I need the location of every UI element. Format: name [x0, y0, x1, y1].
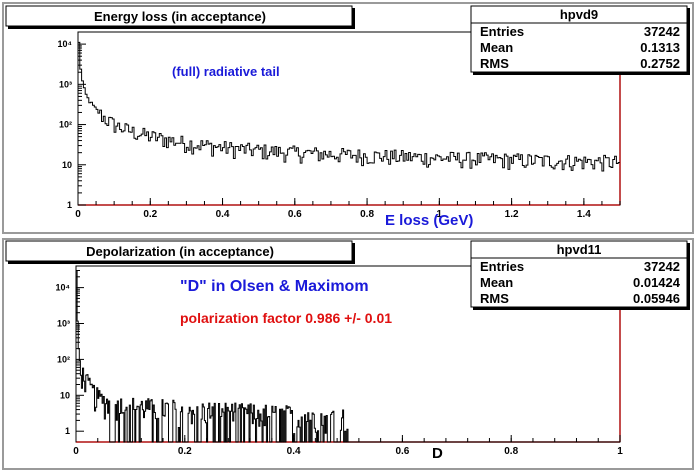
x-tick-label: 0.8 [504, 446, 518, 457]
y-tick-label: 1 [65, 426, 70, 436]
x-tick-label: 0 [73, 446, 79, 457]
stats-entries-label: Entries [480, 24, 524, 39]
stats-box: hpvd9 Entries 37242 Mean 0.1313 RMS 0.27… [470, 5, 690, 75]
y-tick-label: 10 [62, 160, 72, 170]
y-tick-label: 10³ [59, 79, 72, 89]
x-axis-label: D [432, 445, 443, 462]
x-axis-label: E loss (GeV) [385, 212, 473, 229]
stats-rms-label: RMS [480, 291, 509, 306]
depolarization-chart: Depolarization (in acceptance) 0 0.2 0.4 0.… [5, 240, 690, 462]
stats-name: hpvd9 [560, 7, 598, 22]
y-tick-label: 10⁴ [58, 39, 72, 49]
x-tick-label: 0.4 [216, 209, 230, 220]
chart-title: Energy loss (in acceptance) [94, 9, 266, 24]
title-box-shadow-bottom [8, 261, 355, 264]
olsen-maximom-annotation: "D" in Olsen & Maximom [180, 278, 369, 295]
radiative-tail-annotation: (full) radiative tail [172, 64, 280, 79]
stats-mean-label: Mean [480, 275, 513, 290]
stats-rms-label: RMS [480, 56, 509, 71]
title-box-shadow [352, 243, 355, 263]
x-tick-label: 0.2 [178, 446, 192, 457]
stats-entries-value: 37242 [644, 259, 680, 274]
polarization-factor-annotation: polarization factor 0.986 +/- 0.01 [180, 310, 392, 326]
y-tick-label: 1 [67, 200, 72, 210]
x-tick-label: 1 [617, 446, 623, 457]
title-box-shadow-bottom [8, 26, 355, 29]
stats-entries-label: Entries [480, 259, 524, 274]
depolarization-histogram [76, 270, 620, 443]
top-axes: 0 0.2 0.4 0.6 0.8 1 1.2 1.4 1 10 10² 10³ 10⁴ [58, 31, 621, 220]
x-tick-label: 1.4 [577, 209, 591, 220]
stats-rms-value: 0.2752 [640, 56, 680, 71]
stats-name: hpvd11 [557, 242, 602, 257]
stats-mean-value: 0.1313 [640, 40, 680, 55]
chart-title: Depolarization (in acceptance) [86, 244, 274, 259]
y-tick-label: 10² [59, 120, 72, 130]
y-tick-label: 10³ [57, 319, 70, 329]
y-tick-label: 10⁴ [56, 283, 70, 293]
x-tick-label: 1 [437, 209, 443, 220]
stats-mean-label: Mean [480, 40, 513, 55]
y-tick-label: 10² [57, 354, 70, 364]
x-tick-label: 0.8 [360, 209, 374, 220]
title-box-shadow [352, 8, 355, 28]
stats-box: hpvd11 Entries 37242 Mean 0.01424 RMS 0.… [470, 240, 690, 310]
stats-entries-value: 37242 [644, 24, 680, 39]
y-tick-label: 10 [60, 390, 70, 400]
x-tick-label: 0 [75, 209, 81, 220]
x-tick-label: 1.2 [505, 209, 519, 220]
energy-loss-histogram [78, 41, 620, 172]
x-tick-label: 0.2 [143, 209, 157, 220]
stats-rms-value: 0.05946 [633, 291, 680, 306]
x-tick-label: 0.6 [395, 446, 409, 457]
x-tick-label: 0.6 [288, 209, 302, 220]
energy-loss-chart: Energy loss (in acceptance) 0 0.2 0.4 0.6 0.… [5, 5, 690, 229]
stats-mean-value: 0.01424 [633, 275, 681, 290]
x-tick-label: 0.4 [287, 446, 301, 457]
